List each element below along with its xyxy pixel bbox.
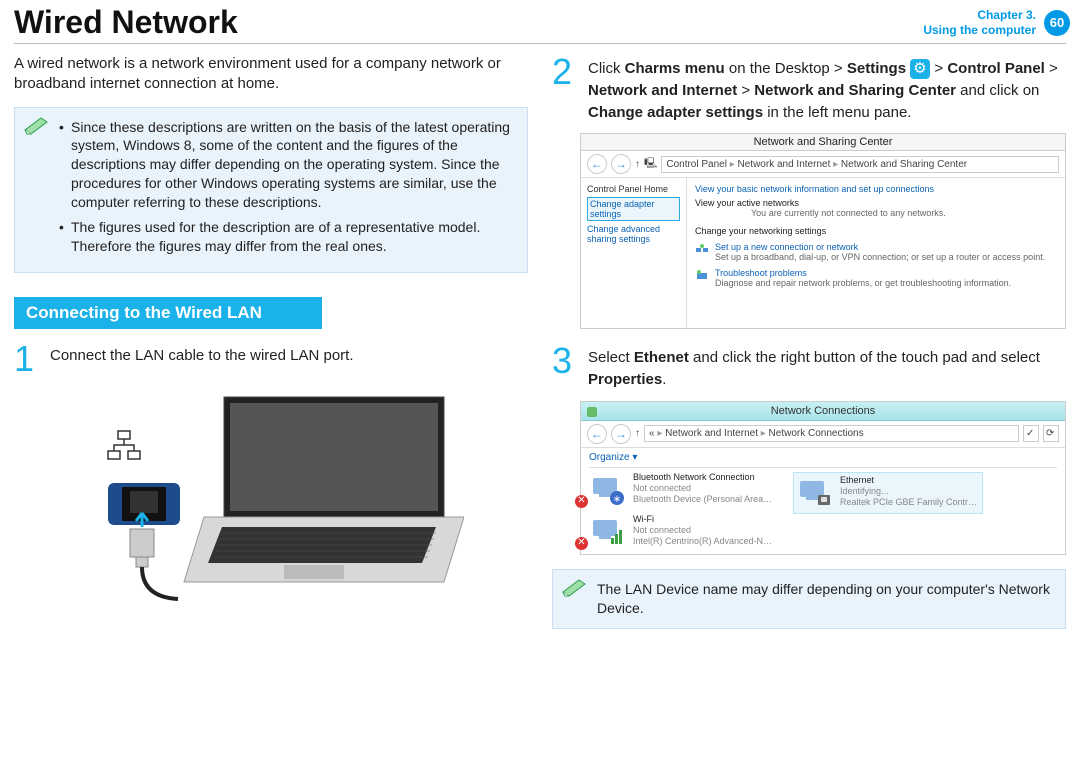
disconnected-icon: ✕	[575, 495, 588, 508]
forward-button[interactable]: →	[611, 154, 631, 174]
troubleshoot-link[interactable]: Troubleshoot problems	[715, 268, 1011, 278]
ethernet-icon	[796, 475, 834, 511]
fig1-title: Network and Sharing Center	[581, 134, 1065, 151]
search-field[interactable]: ✓	[1023, 425, 1039, 442]
setup-connection-sub: Set up a broadband, dial-up, or VPN conn…	[715, 252, 1045, 262]
forward-button-2[interactable]: →	[611, 424, 631, 444]
up-icon[interactable]: ↑	[635, 159, 640, 170]
note2-text: The LAN Device name may differ depending…	[597, 580, 1053, 618]
bluetooth-connection-item[interactable]: ∗ ✕ Bluetooth Network Connection Not con…	[589, 472, 773, 508]
cp-home-link[interactable]: Control Panel Home	[587, 184, 680, 194]
note-box-1: Since these descriptions are written on …	[14, 107, 528, 273]
step-2-text: Click Charms menu on the Desktop > Setti…	[588, 54, 1066, 123]
change-adapter-settings-link[interactable]: Change adapter settings	[587, 197, 680, 221]
settings-gear-icon	[910, 59, 930, 79]
note-icon-2	[561, 578, 587, 598]
step-2-number: 2	[552, 54, 580, 123]
step-1-number: 1	[14, 341, 42, 377]
intro-text: A wired network is a network environment…	[14, 54, 528, 95]
section-header: Connecting to the Wired LAN	[14, 297, 322, 329]
wifi-connection-item[interactable]: ✕ Wi-Fi Not connected Intel(R) Centrino(…	[589, 514, 773, 550]
laptop-figure	[104, 387, 464, 607]
fig2-title: Network Connections	[581, 402, 1065, 421]
connection-icon	[695, 242, 709, 256]
step-3-number: 3	[552, 343, 580, 391]
svg-text:∗: ∗	[613, 494, 621, 505]
organize-menu[interactable]: Organize ▾	[589, 452, 1057, 463]
note1-bullet-2: The figures used for the description are…	[59, 218, 515, 256]
step-1-text: Connect the LAN cable to the wired LAN p…	[50, 341, 528, 377]
fig1-view-active: View your active networks	[695, 198, 1057, 208]
fig1-not-connected: You are currently not connected to any n…	[695, 208, 1057, 218]
back-button-2[interactable]: ←	[587, 424, 607, 444]
figure-network-connections: Network Connections ← → ↑ « Network and …	[580, 401, 1066, 555]
note-box-2: The LAN Device name may differ depending…	[552, 569, 1066, 629]
bluetooth-icon: ∗ ✕	[589, 472, 627, 508]
note-icon	[23, 116, 49, 136]
fig1-heading: View your basic network information and …	[695, 184, 1057, 194]
step-3-text: Select Ethenet and click the right butto…	[588, 343, 1066, 391]
page-title: Wired Network	[14, 4, 238, 41]
address-bar-2[interactable]: « Network and InternetNetwork Connection…	[644, 425, 1019, 442]
page-number-badge: 60	[1044, 10, 1070, 36]
chapter-label: Chapter 3. Using the computer	[923, 8, 1036, 37]
address-bar[interactable]: Control PanelNetwork and InternetNetwork…	[661, 156, 1059, 173]
wifi-icon: ✕	[589, 514, 627, 550]
troubleshoot-icon	[695, 268, 709, 282]
refresh-button[interactable]: ⟳	[1043, 425, 1059, 442]
lan-icon	[104, 427, 144, 470]
disconnected-icon-2: ✕	[575, 537, 588, 550]
fig1-change-settings: Change your networking settings	[695, 226, 1057, 236]
setup-connection-link[interactable]: Set up a new connection or network	[715, 242, 1045, 252]
folder-icon: 🖳	[644, 156, 657, 173]
back-button[interactable]: ←	[587, 154, 607, 174]
up-icon-2[interactable]: ↑	[635, 428, 640, 439]
change-advanced-sharing-link[interactable]: Change advanced sharing settings	[587, 224, 680, 244]
lan-port-closeup	[98, 477, 188, 610]
troubleshoot-sub: Diagnose and repair network problems, or…	[715, 278, 1011, 288]
ethernet-connection-item[interactable]: Ethernet Identifying... Realtek PCIe GBE…	[793, 472, 983, 514]
note1-bullet-1: Since these descriptions are written on …	[59, 118, 515, 212]
figure-network-sharing-center: Network and Sharing Center ← → ↑ 🖳 Contr…	[580, 133, 1066, 329]
